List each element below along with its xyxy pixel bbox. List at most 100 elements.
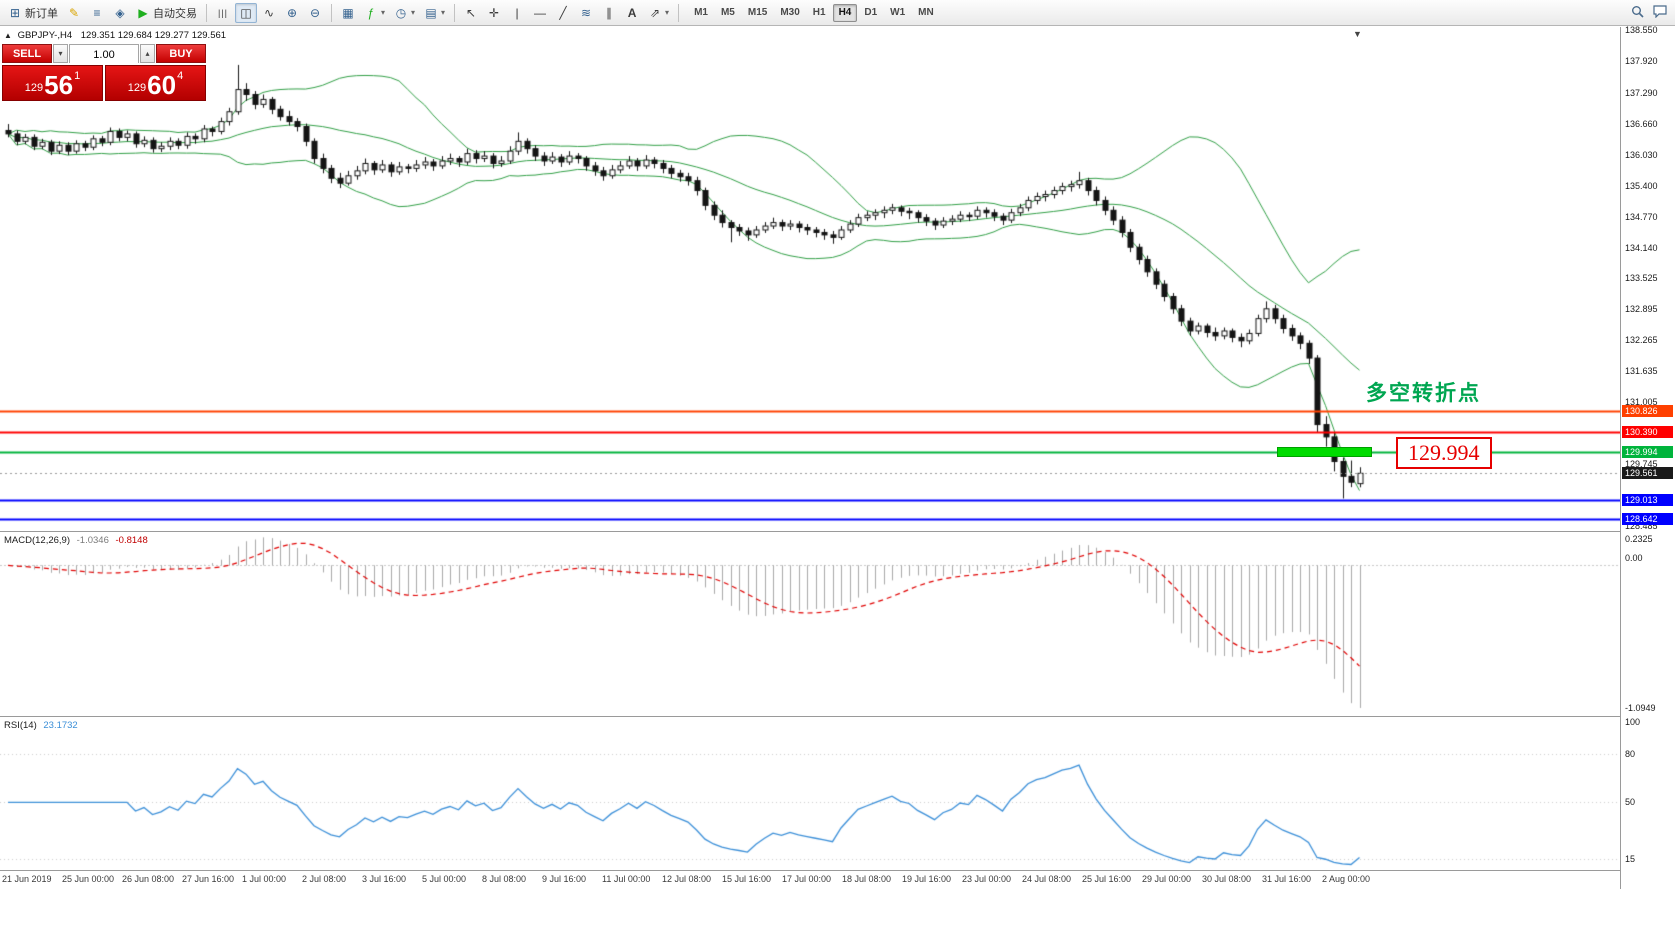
buy-price-panel[interactable]: 129 60 4 [105, 65, 206, 101]
timeframe-button-m5[interactable]: M5 [715, 4, 741, 22]
time-axis-label: 21 Jun 2019 [2, 874, 52, 884]
symbol-period-label: GBPJPY-,H4 [17, 30, 73, 41]
rsi-label: RSI(14) 23.1732 [4, 720, 78, 731]
timeframe-button-h4[interactable]: H4 [832, 3, 858, 22]
metaeditor-icon: ✎ [68, 5, 80, 20]
time-axis-label: 24 Jul 08:00 [1022, 874, 1072, 884]
crosshair-icon: ✛ [489, 5, 500, 20]
metaeditor-button[interactable]: ✎ [63, 3, 85, 23]
chevron-down-icon: ▾ [411, 8, 416, 17]
rsi-panel: RSI(14) 23.1732 [0, 717, 1620, 871]
chart-shift-marker-icon[interactable]: ▼ [1353, 29, 1362, 39]
ohlc-values: 129.351 129.684 129.277 129.561 [80, 30, 227, 41]
arrows-icon: ⇗ [650, 5, 661, 20]
candlestick-chart-button[interactable]: ◫ [235, 2, 257, 23]
timeframe-button-m1[interactable]: M1 [688, 4, 714, 22]
timeframe-button-w1[interactable]: W1 [884, 4, 911, 22]
price-tick-label: 133.525 [1625, 273, 1658, 283]
timeframe-button-d1[interactable]: D1 [858, 4, 883, 22]
line-chart-button[interactable]: ∿ [258, 3, 280, 23]
spin-down-icon: ▾ [58, 49, 63, 58]
time-axis[interactable]: 21 Jun 2019 25 Jun 00:00 26 Jun 08:00 27 Ju… [0, 871, 1620, 889]
one-click-trading-panel: SELL ▾ ▴ BUY 129 56 1 129 60 4 [2, 44, 206, 101]
crosshair-button[interactable]: ✛ [483, 3, 505, 23]
time-axis-label: 17 Jul 00:00 [782, 874, 832, 884]
search-icon [1631, 5, 1644, 21]
price-tick-label: 134.770 [1625, 211, 1658, 222]
text-tool-icon: A [627, 5, 637, 20]
zoom-in-button[interactable]: ⊕ [281, 3, 303, 23]
macd-canvas[interactable] [0, 532, 1620, 716]
rsi-canvas[interactable] [0, 717, 1620, 870]
sell-price-panel[interactable]: 129 56 1 [2, 65, 103, 101]
price-tick-label: 137.290 [1625, 87, 1658, 98]
new-order-label: 新订单 [25, 7, 58, 20]
market-watch-button[interactable]: ≡ [86, 3, 108, 23]
macd-label: MACD(12,26,9) -1.0346 -0.8148 [4, 535, 148, 546]
timeframe-button-m15[interactable]: M15 [742, 4, 773, 22]
time-axis-label: 26 Jun 08:00 [122, 874, 175, 884]
timeframe-button-mn[interactable]: MN [912, 4, 940, 22]
indicators-icon: ƒ [367, 5, 375, 20]
rsi-name: RSI(14) [4, 720, 37, 731]
time-axis-label: 8 Jul 08:00 [482, 874, 527, 884]
templates-button[interactable]: ▤ ▾ [420, 3, 449, 23]
search-button[interactable] [1627, 3, 1648, 23]
price-tick-label: 128.485 [1625, 521, 1658, 532]
time-axis-label: 19 Jul 16:00 [902, 874, 952, 884]
zoom-out-icon: ⊖ [309, 5, 321, 20]
trendline-button[interactable]: ╱ [552, 3, 574, 23]
turning-point-annotation[interactable]: 多空转折点 [1366, 382, 1481, 405]
periods-button[interactable]: ◷ ▾ [390, 3, 419, 23]
zoom-out-button[interactable]: ⊖ [304, 3, 326, 23]
rsi-scale-label: 15 [1625, 853, 1636, 864]
bar-chart-button[interactable]: ||| [212, 3, 234, 23]
rsi-scale-label: 100 [1625, 716, 1641, 727]
price-tick-label: 138.550 [1625, 25, 1658, 36]
spin-up-icon: ▴ [145, 49, 150, 58]
price-tick-label: 137.920 [1625, 56, 1658, 67]
turning-point-highlight[interactable] [1277, 446, 1372, 457]
chat-icon [1653, 4, 1667, 21]
volume-decrease-button[interactable]: ▾ [53, 44, 68, 63]
time-axis-label: 23 Jul 00:00 [962, 874, 1012, 884]
channel-button[interactable]: ∥ [598, 3, 620, 23]
tile-windows-button[interactable]: ▦ [337, 3, 359, 23]
buy-button[interactable]: BUY [156, 44, 206, 63]
text-tool-button[interactable]: A [621, 3, 643, 23]
autotrading-play-icon: ▶ [138, 5, 148, 20]
new-order-button[interactable]: ⊞ 新订单 [4, 3, 62, 23]
macd-signal-value: -0.8148 [115, 535, 148, 546]
timeframe-button-m30[interactable]: M30 [774, 4, 805, 22]
indicators-button[interactable]: ƒ ▾ [360, 3, 389, 23]
macd-panel: MACD(12,26,9) -1.0346 -0.8148 [0, 532, 1620, 717]
volume-input[interactable] [70, 46, 138, 64]
volume-increase-button[interactable]: ▴ [140, 44, 155, 63]
time-axis-label: 29 Jul 00:00 [1142, 874, 1192, 884]
cursor-button[interactable]: ↖ [460, 3, 482, 23]
navigator-button[interactable]: ◈ [109, 3, 131, 23]
vertical-line-button[interactable]: | [506, 3, 528, 23]
chevron-down-icon: ▾ [665, 8, 670, 17]
volume-field [69, 44, 139, 64]
price-tick-label: 131.635 [1625, 366, 1658, 377]
time-axis-label: 11 Jul 00:00 [602, 874, 651, 884]
price-chart-canvas[interactable] [0, 27, 1620, 531]
bid-price-prefix: 129 [24, 82, 44, 94]
cursor-icon: ↖ [466, 5, 477, 20]
time-axis-label: 25 Jul 16:00 [1082, 874, 1132, 884]
macd-name: MACD(12,26,9) [4, 535, 70, 546]
price-callout-label[interactable]: 129.994 [1396, 437, 1492, 469]
sell-button[interactable]: SELL [2, 44, 52, 63]
collapse-one-click-icon[interactable]: ▲ [4, 31, 12, 40]
horizontal-line-button[interactable]: — [529, 3, 551, 23]
price-chart-panel: ▲ GBPJPY-,H4 129.351 129.684 129.277 129… [0, 27, 1620, 532]
chat-button[interactable] [1649, 3, 1671, 23]
price-line-label: 129.994 [1622, 445, 1673, 458]
autotrading-label: 自动交易 [153, 7, 197, 20]
fibonacci-button[interactable]: ≋ [575, 3, 597, 23]
autotrading-button[interactable]: ▶ 自动交易 [132, 3, 201, 23]
price-axis[interactable]: 138.550 137.920 137.290 136.660 136.030 135.4… [1620, 25, 1675, 889]
arrows-button[interactable]: ⇗ ▾ [644, 3, 673, 23]
timeframe-button-h1[interactable]: H1 [807, 4, 832, 22]
